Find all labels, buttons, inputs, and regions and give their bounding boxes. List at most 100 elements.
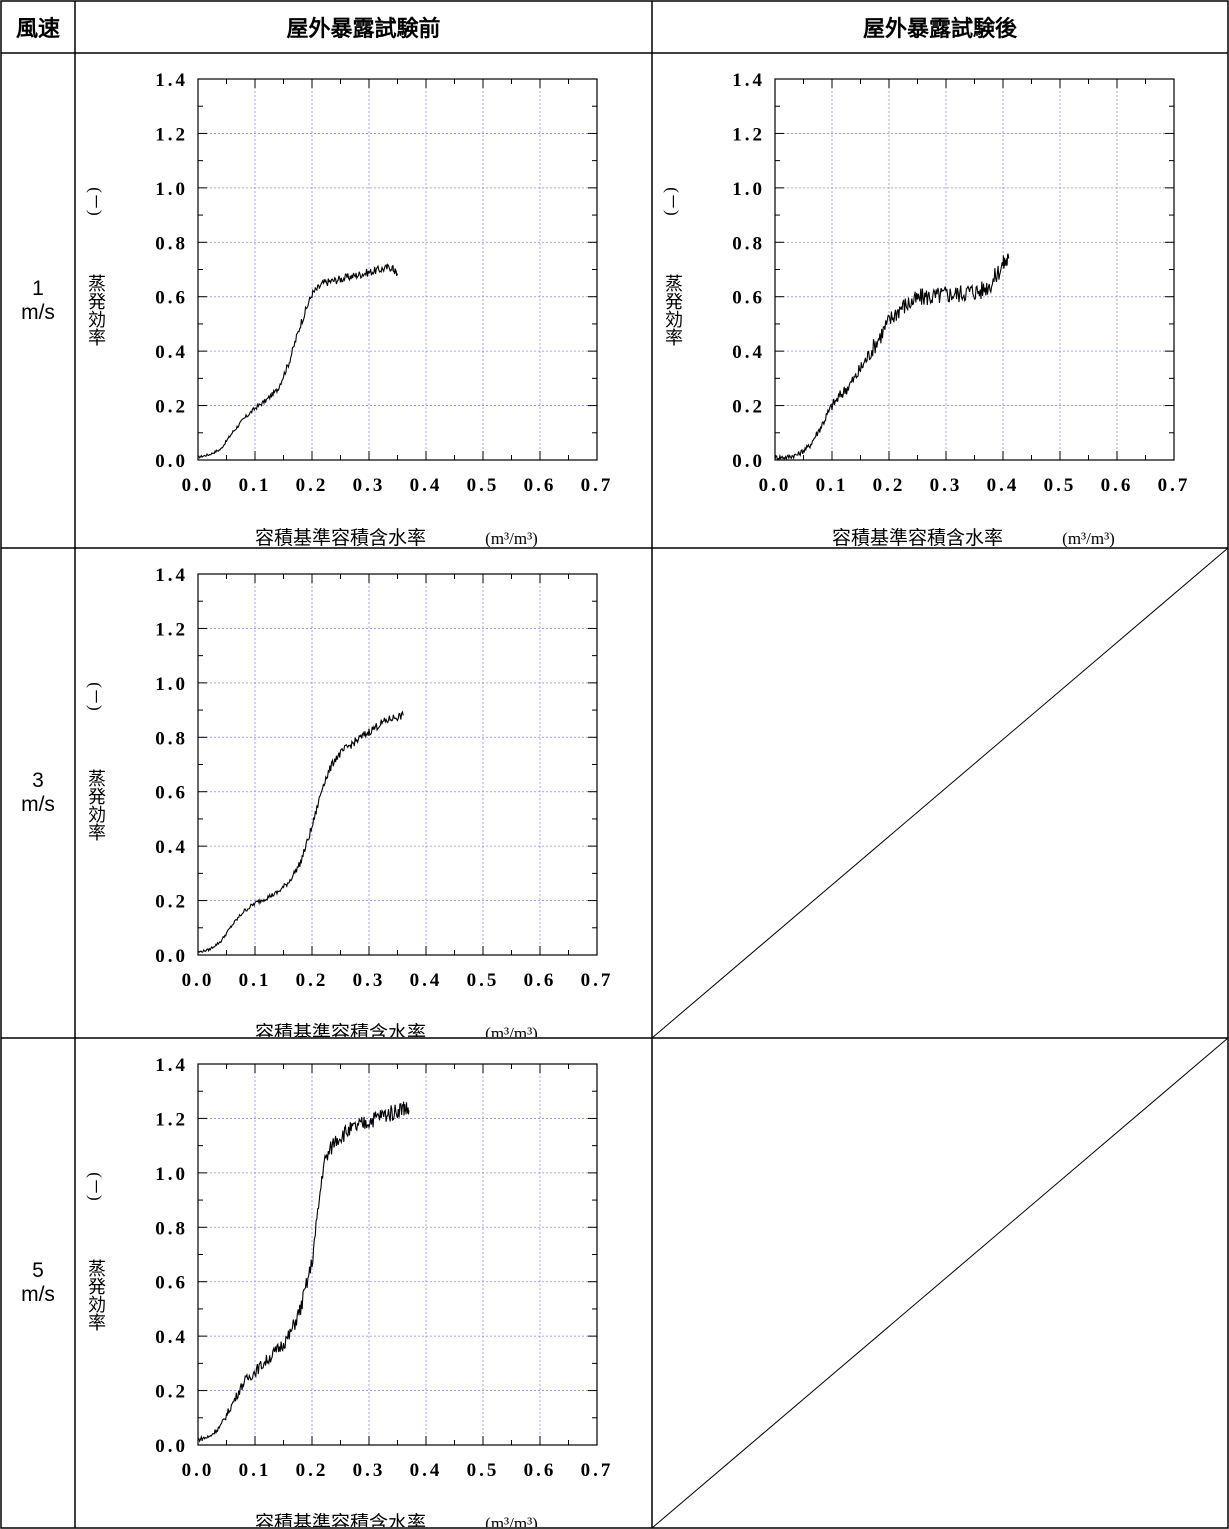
empty-cell-diagonal	[651, 547, 1229, 1039]
y-tick-label: 1.0	[155, 179, 188, 200]
x-tick-label: 0.6	[524, 1460, 557, 1481]
wind-speed-row-1: 1 m/s	[1, 53, 75, 548]
y-axis-unit-group: (－)	[663, 187, 682, 215]
wind-speed-value: 1	[32, 276, 44, 300]
header-before-exposure: 屋外暴露試験前	[286, 16, 441, 41]
y-axis-label-group: 蒸発効率	[86, 769, 106, 841]
x-tick-label: 0.6	[1101, 475, 1134, 496]
x-tick-label: 0.2	[296, 475, 329, 496]
y-tick-label: 0.8	[155, 1218, 188, 1239]
x-tick-label: 0.0	[759, 475, 792, 496]
x-axis-label: 容積基準容積含水率	[255, 1512, 426, 1527]
y-axis-label: 蒸発効率	[86, 769, 106, 841]
x-tick-label: 0.2	[296, 970, 329, 991]
plot-frame	[197, 78, 598, 461]
wind-speed-unit: m/s	[21, 793, 55, 816]
y-tick-label: 1.2	[155, 124, 188, 145]
wind-speed-row-2: 3 m/s	[1, 548, 75, 1038]
y-axis-unit-group: (－)	[86, 682, 105, 710]
x-axis-label: 容積基準容積含水率	[255, 1022, 426, 1037]
series-line	[197, 710, 404, 954]
x-axis-unit: (m³/m³)	[485, 529, 538, 547]
x-tick-label: 0.4	[987, 475, 1020, 496]
plot-frame	[197, 573, 598, 956]
x-axis-unit: (m³/m³)	[485, 1514, 538, 1527]
y-axis-label: 蒸発効率	[663, 274, 683, 346]
y-axis-unit-group: (－)	[86, 1172, 105, 1200]
x-axis-unit: (m³/m³)	[1062, 529, 1115, 547]
y-tick-label: 0.0	[155, 451, 188, 472]
y-tick-label: 1.4	[155, 70, 188, 91]
series-line	[197, 1101, 410, 1443]
y-tick-label: 0.6	[155, 1273, 188, 1294]
y-axis-label: 蒸発効率	[86, 1259, 106, 1331]
x-tick-label: 0.1	[239, 475, 272, 496]
empty-cell-diagonals	[651, 547, 1229, 1529]
x-tick-label: 0.1	[239, 1460, 272, 1481]
y-tick-label: 1.4	[155, 565, 188, 586]
y-tick-label: 0.8	[155, 233, 188, 254]
header-after-exposure: 屋外暴露試験後	[862, 16, 1017, 41]
chart-before-1ms: 0.0 0.1 0.2 0.3 0.4 0.5 0.6 0.7 0.0 0.2 0.4 0.6 0.8 1…	[86, 70, 614, 547]
x-axis-label: 容積基準容積含水率	[832, 527, 1003, 547]
chart-before-5ms: 0.0 0.1 0.2 0.3 0.4 0.5 0.6 0.7 0.0 0.2 0.4 0.6 0.8 1…	[86, 1055, 614, 1527]
series-line	[774, 253, 1010, 461]
grid-lines	[198, 79, 597, 460]
axis-ticks	[197, 78, 598, 461]
x-axis-label: 容積基準容積含水率	[255, 527, 426, 547]
y-tick-label: 1.2	[155, 619, 188, 640]
x-tick-label: 0.7	[581, 1460, 614, 1481]
y-tick-label: 0.4	[155, 342, 188, 363]
y-tick-label: 1.4	[732, 70, 765, 91]
y-tick-label: 0.2	[155, 397, 188, 418]
x-tick-label: 0.7	[581, 970, 614, 991]
plot-frame	[197, 1063, 598, 1446]
x-tick-label: 0.7	[581, 475, 614, 496]
x-tick-label: 0.3	[353, 475, 386, 496]
x-tick-label: 0.2	[873, 475, 906, 496]
x-tick-label: 0.0	[182, 475, 215, 496]
y-axis-unit: (－)	[86, 682, 105, 710]
y-axis-unit: (－)	[663, 187, 682, 215]
axis-ticks	[197, 573, 598, 956]
x-axis-unit: (m³/m³)	[485, 1024, 538, 1037]
x-tick-label: 0.5	[467, 1460, 500, 1481]
axis-ticks	[197, 1063, 598, 1446]
y-tick-label: 0.0	[155, 1436, 188, 1457]
x-tick-label: 0.1	[816, 475, 849, 496]
x-tick-label: 0.4	[410, 970, 443, 991]
wind-speed-value: 3	[32, 769, 44, 792]
x-tick-label: 0.4	[410, 1460, 443, 1481]
x-tick-label: 0.0	[182, 970, 215, 991]
series-line	[197, 263, 398, 459]
header-wind-speed: 風速	[15, 16, 60, 41]
y-tick-label: 0.4	[732, 342, 765, 363]
y-tick-label: 0.0	[732, 451, 765, 472]
y-axis-unit: (－)	[86, 187, 105, 215]
grid-lines	[198, 574, 597, 955]
x-tick-label: 0.4	[410, 475, 443, 496]
y-tick-label: 1.0	[155, 1164, 188, 1185]
y-tick-label: 1.2	[732, 124, 765, 145]
x-tick-label: 0.0	[182, 1460, 215, 1481]
x-tick-label: 0.2	[296, 1460, 329, 1481]
y-axis-label: 蒸発効率	[86, 274, 106, 346]
y-axis-label-group: 蒸発効率	[86, 1259, 106, 1331]
y-tick-label: 0.6	[155, 783, 188, 804]
y-axis-label-group: 蒸発効率	[663, 274, 683, 346]
y-tick-label: 0.6	[732, 288, 765, 309]
x-tick-label: 0.5	[467, 475, 500, 496]
x-tick-label: 0.5	[467, 970, 500, 991]
x-tick-label: 0.7	[1158, 475, 1191, 496]
x-tick-label: 0.1	[239, 970, 272, 991]
x-tick-label: 0.3	[930, 475, 963, 496]
x-tick-label: 0.6	[524, 970, 557, 991]
y-tick-label: 0.8	[732, 233, 765, 254]
x-tick-label: 0.3	[353, 970, 386, 991]
y-axis-unit: (－)	[86, 1172, 105, 1200]
x-tick-label: 0.3	[353, 1460, 386, 1481]
y-tick-label: 0.8	[155, 728, 188, 749]
grid-lines	[775, 79, 1174, 460]
y-tick-label: 0.2	[155, 1382, 188, 1403]
